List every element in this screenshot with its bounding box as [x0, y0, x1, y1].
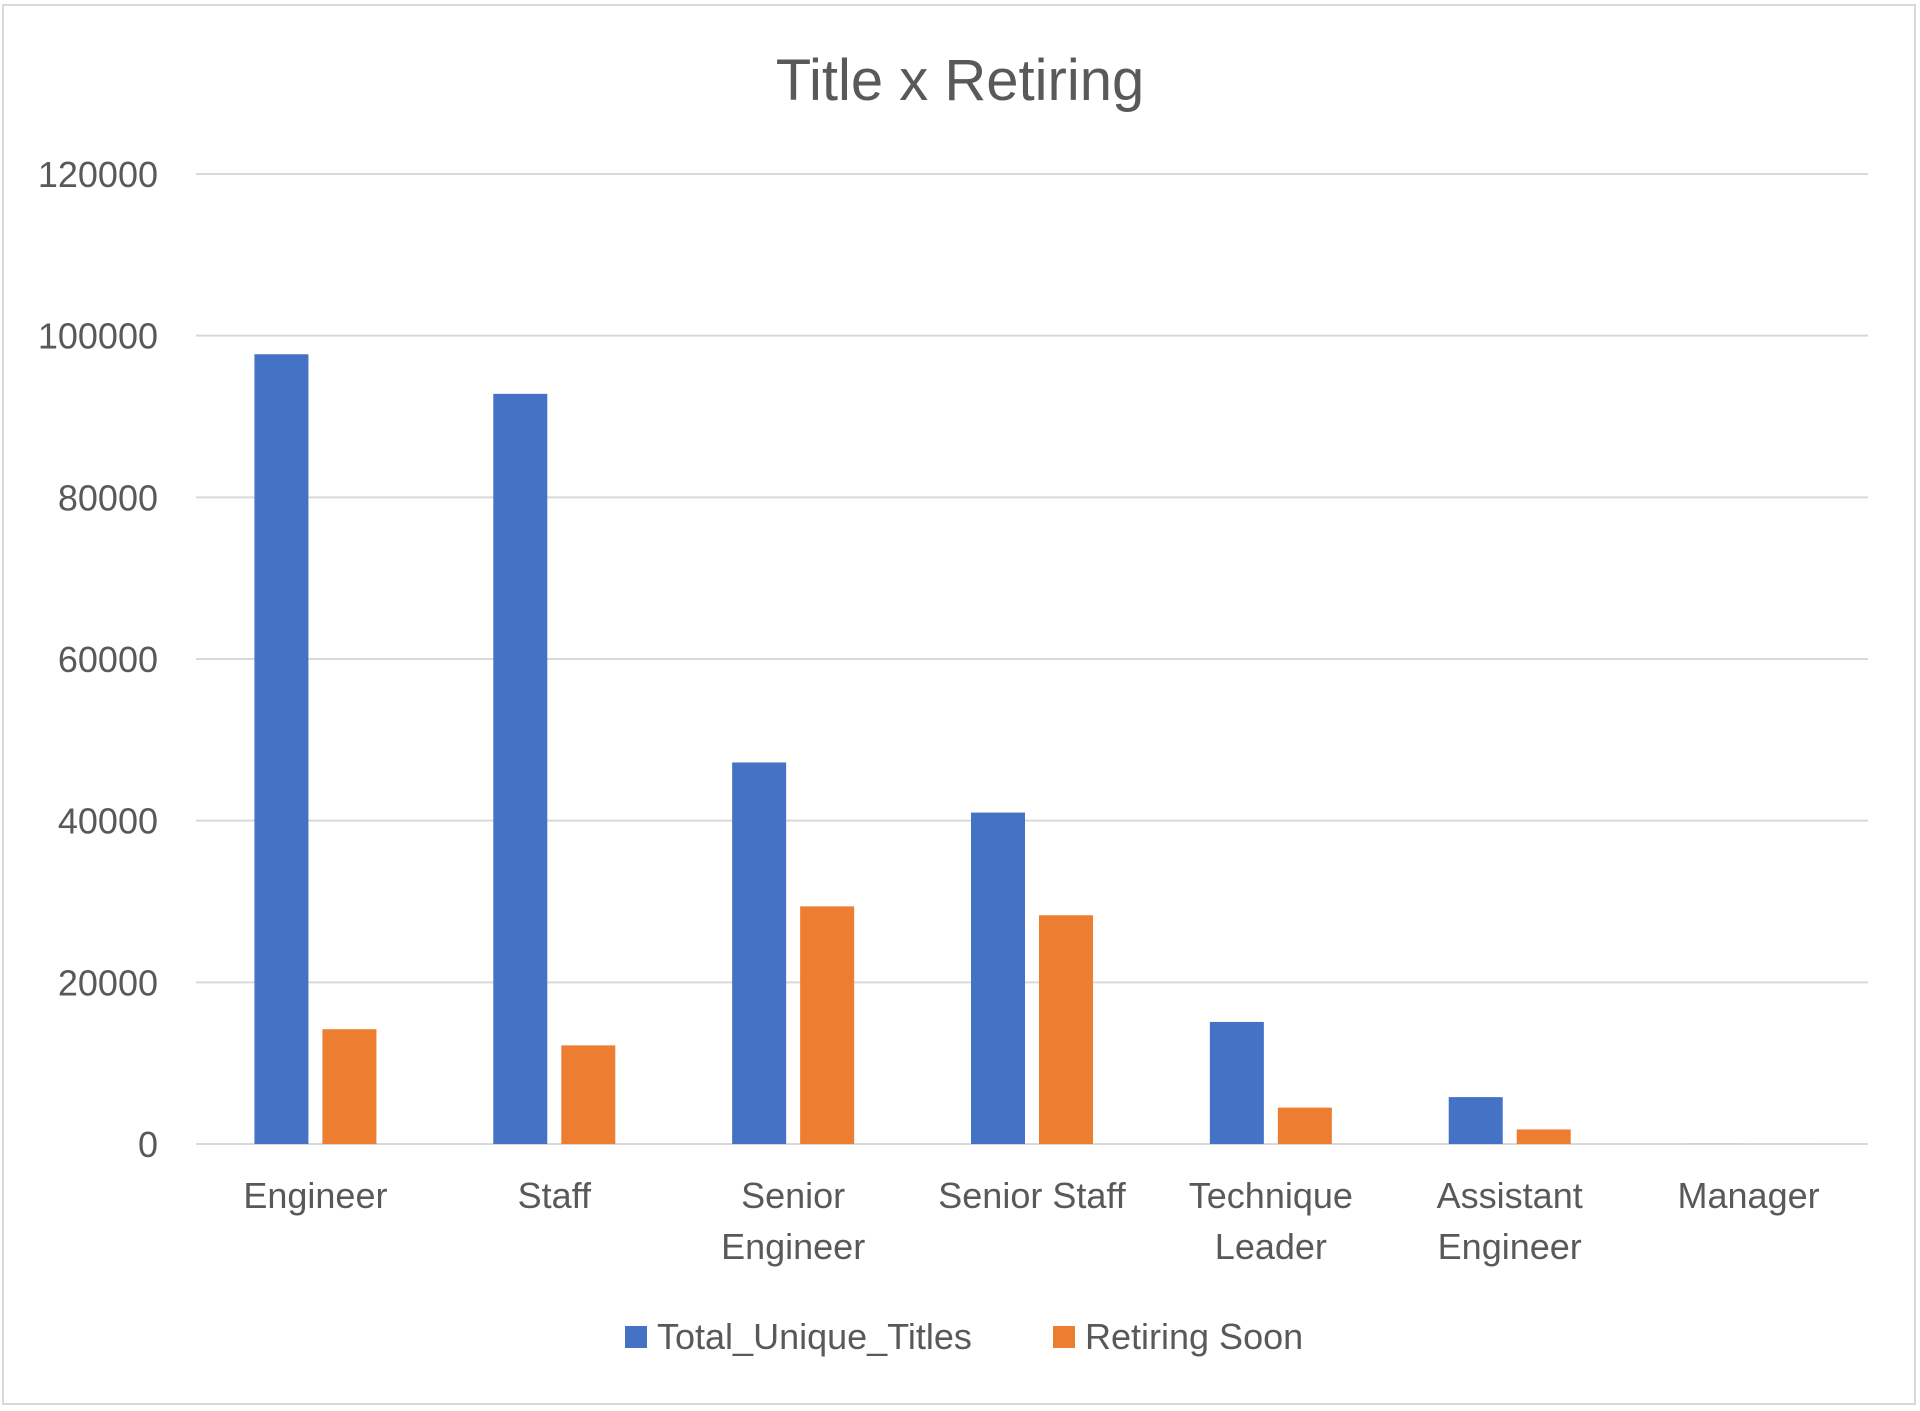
- bar-retiring-soon: [1277, 1107, 1332, 1144]
- x-category-label: Senior Staff: [938, 1175, 1126, 1216]
- bar-retiring-soon: [1039, 915, 1093, 1144]
- bar-total-unique-titles: [732, 762, 787, 1144]
- y-tick-label: 0: [138, 1124, 158, 1165]
- x-category-label: Manager: [1678, 1175, 1820, 1216]
- legend: Total_Unique_Titles Retiring Soon: [625, 1316, 1303, 1357]
- bar-retiring-soon: [1516, 1129, 1571, 1144]
- y-tick-label: 120000: [38, 154, 158, 195]
- legend-swatch: [1053, 1326, 1075, 1348]
- bar-layer: [254, 354, 1810, 1145]
- chart-title: Title x Retiring: [776, 48, 1145, 113]
- bar-retiring-soon: [561, 1045, 616, 1144]
- grid-layer: [196, 173, 1868, 1145]
- legend-swatch: [625, 1326, 647, 1348]
- x-category-label: Assistant: [1437, 1175, 1583, 1216]
- x-category-label: Staff: [518, 1175, 592, 1216]
- bar-total-unique-titles: [971, 812, 1025, 1144]
- legend-label: Retiring Soon: [1085, 1316, 1303, 1357]
- x-category-label: Engineer: [1438, 1226, 1582, 1267]
- bar-total-unique-titles: [1209, 1021, 1264, 1144]
- bar-total-unique-titles: [254, 354, 309, 1145]
- y-tick-label: 60000: [58, 639, 158, 680]
- y-tick-label: 40000: [58, 801, 158, 842]
- bar-retiring-soon: [322, 1029, 377, 1144]
- x-category-label: Technique: [1189, 1175, 1353, 1216]
- chart-frame: [2, 4, 1916, 1405]
- y-tick-label: 20000: [58, 962, 158, 1003]
- y-tick-label: 100000: [38, 316, 158, 357]
- bar-total-unique-titles: [493, 393, 548, 1144]
- x-category-label: Senior: [741, 1175, 845, 1216]
- x-category-label: Engineer: [721, 1226, 865, 1267]
- label-layer: 0 20000 40000 60000 80000 100000 120000 Enginee…: [38, 154, 1820, 1267]
- y-tick-label: 80000: [58, 477, 158, 518]
- bar-total-unique-titles: [1448, 1097, 1503, 1144]
- x-category-label: Engineer: [243, 1175, 387, 1216]
- bar-retiring-soon: [800, 906, 855, 1144]
- x-category-label: Leader: [1215, 1226, 1327, 1267]
- legend-label: Total_Unique_Titles: [657, 1316, 972, 1357]
